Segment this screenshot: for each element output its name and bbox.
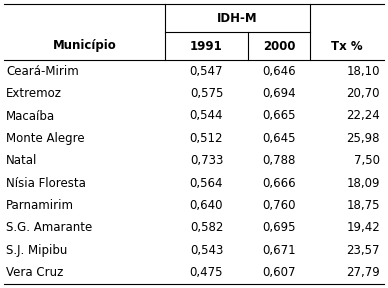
Text: Parnamirim: Parnamirim bbox=[6, 199, 74, 212]
Text: 0,645: 0,645 bbox=[262, 132, 296, 145]
Text: 20,70: 20,70 bbox=[346, 87, 380, 100]
Text: S.G. Amarante: S.G. Amarante bbox=[6, 221, 92, 234]
Text: 0,788: 0,788 bbox=[262, 154, 296, 167]
Text: 0,694: 0,694 bbox=[262, 87, 296, 100]
Text: S.J. Mipibu: S.J. Mipibu bbox=[6, 244, 68, 257]
Text: Ceará-Mirim: Ceará-Mirim bbox=[6, 65, 79, 78]
Text: 0,733: 0,733 bbox=[190, 154, 223, 167]
Text: 0,695: 0,695 bbox=[262, 221, 296, 234]
Text: 18,09: 18,09 bbox=[346, 177, 380, 190]
Text: 18,10: 18,10 bbox=[346, 65, 380, 78]
Text: 0,475: 0,475 bbox=[190, 266, 223, 279]
Text: 0,512: 0,512 bbox=[190, 132, 223, 145]
Text: IDH-M: IDH-M bbox=[217, 12, 258, 24]
Text: 0,640: 0,640 bbox=[190, 199, 223, 212]
Text: 18,75: 18,75 bbox=[346, 199, 380, 212]
Text: Macaíba: Macaíba bbox=[6, 109, 55, 122]
Text: 1991: 1991 bbox=[190, 39, 223, 52]
Text: Extremoz: Extremoz bbox=[6, 87, 62, 100]
Text: 0,582: 0,582 bbox=[190, 221, 223, 234]
Text: 0,543: 0,543 bbox=[190, 244, 223, 257]
Text: 0,666: 0,666 bbox=[262, 177, 296, 190]
Text: 19,42: 19,42 bbox=[346, 221, 380, 234]
Text: 0,575: 0,575 bbox=[190, 87, 223, 100]
Text: Natal: Natal bbox=[6, 154, 37, 167]
Text: 22,24: 22,24 bbox=[346, 109, 380, 122]
Text: Município: Município bbox=[53, 39, 116, 52]
Text: 27,79: 27,79 bbox=[346, 266, 380, 279]
Text: 0,665: 0,665 bbox=[262, 109, 296, 122]
Text: 23,57: 23,57 bbox=[346, 244, 380, 257]
Text: 25,98: 25,98 bbox=[346, 132, 380, 145]
Text: 0,760: 0,760 bbox=[262, 199, 296, 212]
Text: 0,564: 0,564 bbox=[190, 177, 223, 190]
Text: 0,607: 0,607 bbox=[262, 266, 296, 279]
Text: 0,646: 0,646 bbox=[262, 65, 296, 78]
Text: Vera Cruz: Vera Cruz bbox=[6, 266, 63, 279]
Text: 2000: 2000 bbox=[263, 39, 295, 52]
Text: 7,50: 7,50 bbox=[354, 154, 380, 167]
Text: 0,544: 0,544 bbox=[190, 109, 223, 122]
Text: Nísia Floresta: Nísia Floresta bbox=[6, 177, 86, 190]
Text: Tx %: Tx % bbox=[331, 39, 363, 52]
Text: 0,547: 0,547 bbox=[190, 65, 223, 78]
Text: Monte Alegre: Monte Alegre bbox=[6, 132, 85, 145]
Text: 0,671: 0,671 bbox=[262, 244, 296, 257]
